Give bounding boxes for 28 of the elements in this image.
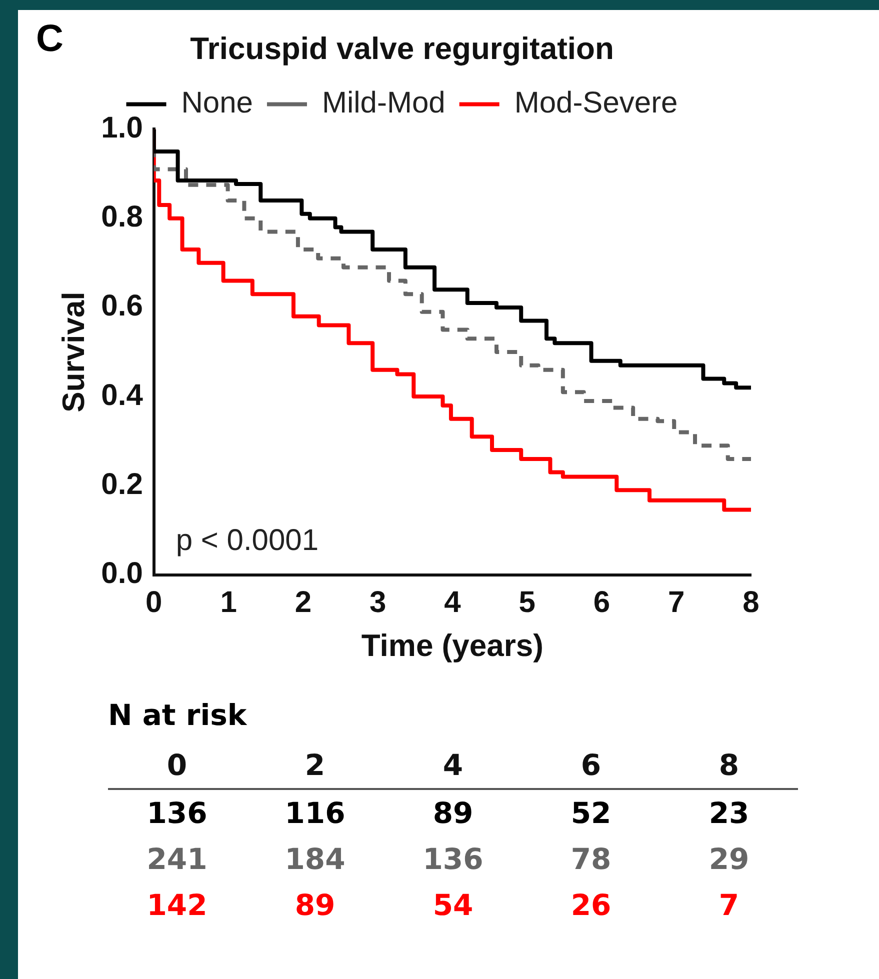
text: 142 89 54 26 7 [146, 888, 740, 922]
y-tick-label: 0.6 [101, 290, 143, 323]
x-tick-label: 0 [146, 586, 162, 620]
x-tick-label: 5 [518, 586, 536, 620]
legend-label: Mild-Mod [322, 86, 446, 120]
x-tick-label: 6 [593, 586, 610, 620]
y-tick-label: 0.4 [101, 378, 144, 412]
text: N at risk [108, 698, 248, 732]
x-tick-label: 4 [444, 586, 462, 620]
x-tick-label: 3 [369, 586, 386, 620]
y-tick-label: 0.0 [101, 557, 143, 590]
text: C [36, 18, 64, 61]
x-tick-label: 7 [668, 586, 685, 620]
chart-title: Tricuspid valve regurgitation [190, 31, 614, 66]
x-tick-label: 1 [220, 586, 237, 620]
text: 0 2 4 6 8 [166, 748, 740, 782]
x-tick-label: 8 [742, 586, 760, 620]
y-axis-title: Survival [56, 292, 92, 412]
text: 241 184 136 78 29 [146, 842, 750, 876]
legend-label: None [181, 86, 253, 120]
annotation: p < 0.0001 [176, 524, 319, 558]
x-axis-title: Time (years) [361, 628, 544, 663]
text: 136 116 89 52 23 [146, 796, 750, 830]
legend-label: Mod-Severe [514, 86, 678, 120]
y-tick-label: 0.2 [101, 468, 143, 501]
y-tick-label: 0.8 [101, 200, 143, 234]
y-tick-label: 1.0 [101, 111, 143, 144]
x-tick-label: 2 [294, 586, 312, 620]
